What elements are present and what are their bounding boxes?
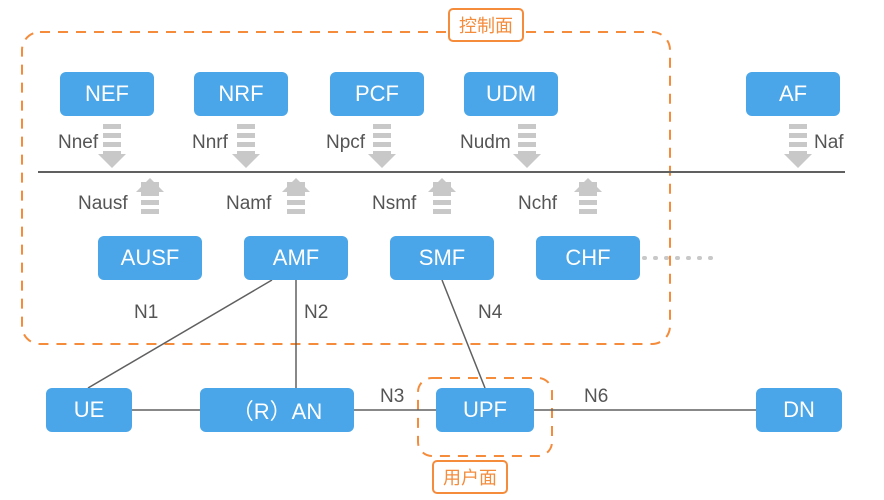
sbi-label: Nsmf [372, 193, 416, 215]
sbi-label: Nudm [460, 132, 511, 154]
edge-label-n2: N2 [304, 302, 328, 324]
sbi-arrow-icon [574, 178, 602, 214]
node-nrf: NRF [194, 72, 288, 116]
node-nef: NEF [60, 72, 154, 116]
edge-n4 [442, 280, 485, 388]
sbi-arrow-icon [282, 178, 310, 214]
sbi-label: Npcf [326, 132, 365, 154]
node-ue: UE [46, 388, 132, 432]
edge-label-n6: N6 [584, 386, 608, 408]
sbi-label: Nnrf [192, 132, 228, 154]
node-upf: UPF [436, 388, 534, 432]
sbi-label: Nnef [58, 132, 98, 154]
label-user-plane: 用户面 [432, 460, 508, 494]
edge-label-n4: N4 [478, 302, 502, 324]
sbi-label: Namf [226, 193, 271, 215]
sbi-arrow-icon [784, 124, 812, 168]
edge-label-n1: N1 [134, 302, 158, 324]
sbi-arrow-icon [232, 124, 260, 168]
node-udm: UDM [464, 72, 558, 116]
node-af: AF [746, 72, 840, 116]
node-chf: CHF [536, 236, 640, 280]
sbi-label: Nausf [78, 193, 128, 215]
sbi-label: Naf [814, 132, 844, 154]
edge-n1 [88, 280, 272, 388]
node-ausf: AUSF [98, 236, 202, 280]
node-ran: （R）AN [200, 388, 354, 432]
sbi-arrow-icon [428, 178, 456, 214]
edge-label-n3: N3 [380, 386, 404, 408]
node-amf: AMF [244, 236, 348, 280]
node-smf: SMF [390, 236, 494, 280]
sbi-label: Nchf [518, 193, 557, 215]
sbi-arrow-icon [98, 124, 126, 168]
label-control-plane: 控制面 [448, 8, 524, 42]
sbi-arrow-icon [136, 178, 164, 214]
sbi-arrow-icon [368, 124, 396, 168]
sbi-arrow-icon [513, 124, 541, 168]
node-pcf: PCF [330, 72, 424, 116]
node-dn: DN [756, 388, 842, 432]
